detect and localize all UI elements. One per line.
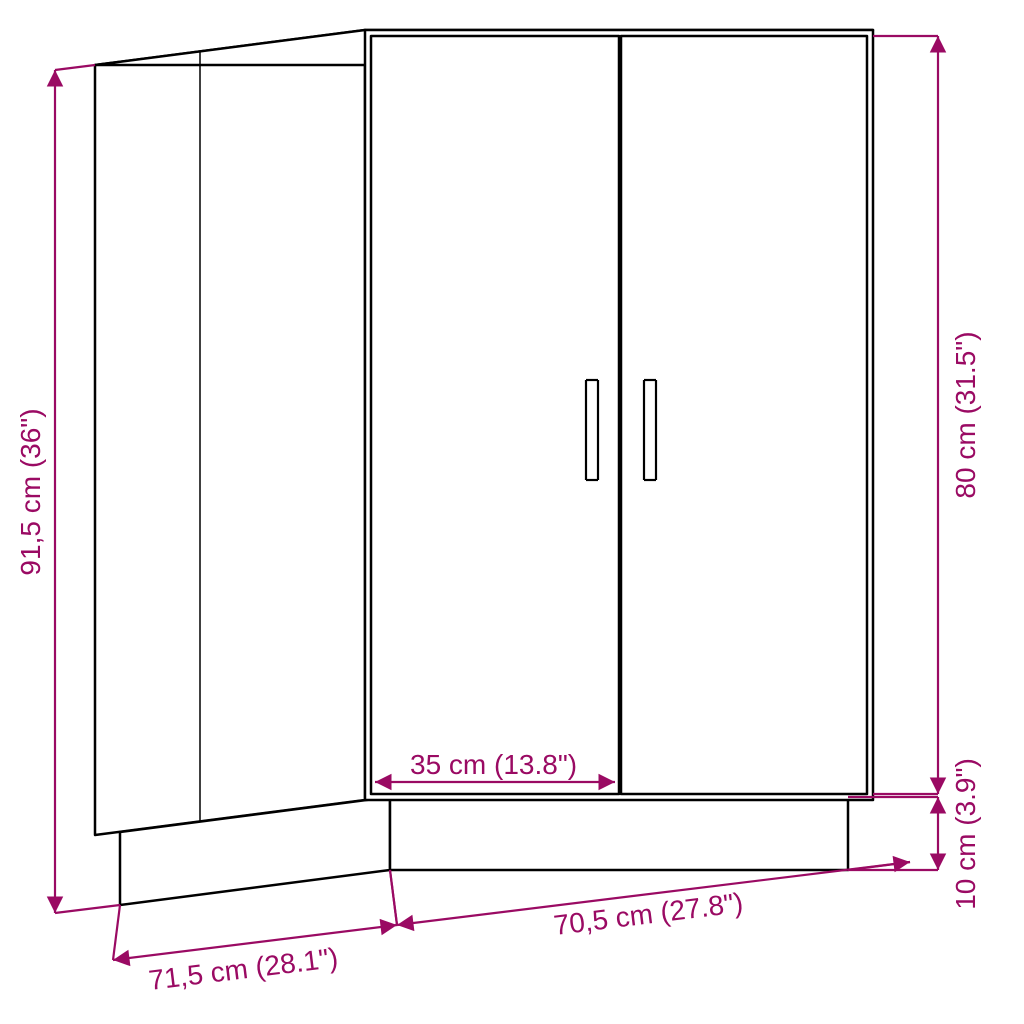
dim-door-height-label: 80 cm (31.5"): [950, 331, 981, 498]
cabinet-dimension-diagram: 91,5 cm (36") 80 cm (31.5") 10 cm (3.9")…: [0, 0, 1024, 1024]
dim-plinth-height-label: 10 cm (3.9"): [950, 758, 981, 910]
dim-width: 70,5 cm (27.8"): [390, 862, 910, 941]
door-right: [621, 36, 867, 794]
cabinet-left-side: [95, 30, 365, 835]
door-left: [371, 36, 619, 794]
dim-depth-label: 71,5 cm (28.1"): [147, 942, 340, 996]
plinth-front: [390, 797, 848, 870]
dim-total-height-label: 91,5 cm (36"): [15, 408, 46, 575]
dim-door-height: 80 cm (31.5"): [873, 36, 981, 794]
dim-door-width-label: 35 cm (13.8"): [410, 749, 577, 780]
